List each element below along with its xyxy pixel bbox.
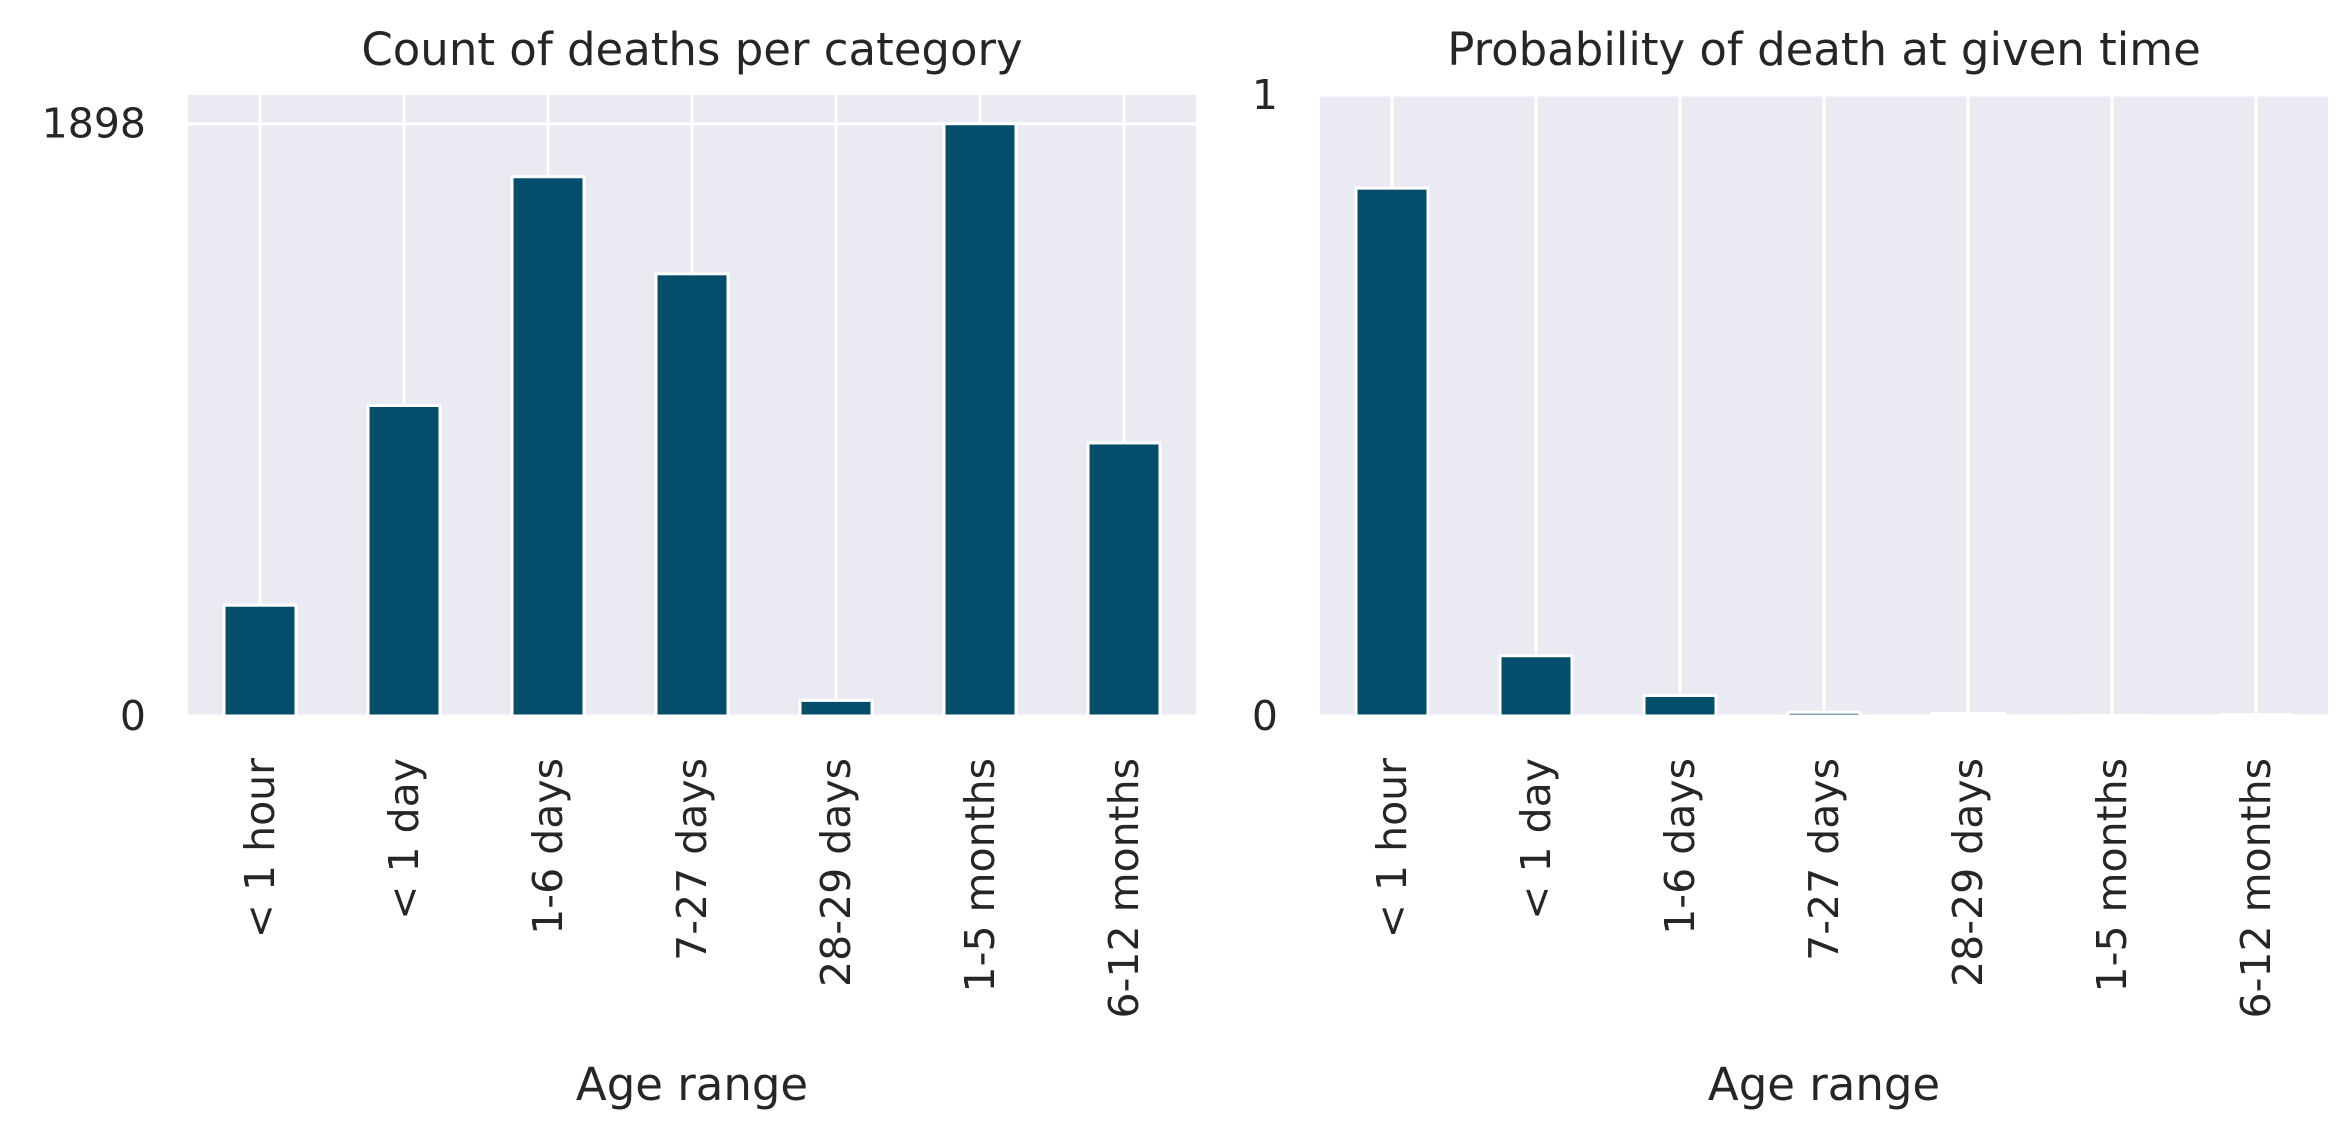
x-tick-label: < 1 hour [1368, 758, 1416, 939]
bar-6-12-months [1086, 441, 1162, 718]
x-tick-label: < 1 day [1512, 758, 1560, 920]
y-tick-label: 1898 [42, 100, 146, 148]
bar-1-hour [1354, 186, 1430, 718]
y-tick-label: 0 [120, 692, 146, 740]
bar-7-27-days [1786, 710, 1862, 718]
x-tick-label: 1-6 days [524, 758, 572, 935]
x-tick-label: < 1 day [380, 758, 428, 920]
chart-title: Count of deaths per category [361, 23, 1022, 76]
bar-1-6-days [1642, 694, 1718, 718]
x-tick-label: 7-27 days [1800, 758, 1848, 961]
x-tick-label: 6-12 months [2232, 758, 2280, 1019]
x-axis-label: Age range [1708, 1058, 1940, 1111]
bar-28-29-days [798, 698, 874, 718]
deaths-count-chart: 0 1898 < 1 hour < 1 day 1-6 days 7-27 days 28-… [42, 23, 1196, 1111]
x-tick-label: < 1 hour [236, 758, 284, 939]
x-tick-label: 1-5 months [2088, 758, 2136, 992]
y-tick-label: 1 [1252, 71, 1278, 119]
bar-6-12-months [2218, 713, 2294, 718]
bar-1-6-days [510, 175, 586, 718]
bar-1-day [1498, 654, 1574, 718]
x-tick-label: 7-27 days [668, 758, 716, 961]
death-probability-chart: 0 1 < 1 hour < 1 day 1-6 days 7-27 days 28-29 … [1252, 23, 2328, 1111]
x-tick-label: 6-12 months [1100, 758, 1148, 1019]
bar-1-hour [222, 603, 298, 718]
bar-1-5-months [942, 122, 1018, 718]
x-axis-label: Age range [576, 1058, 808, 1111]
x-tick-label: 1-5 months [956, 758, 1004, 992]
chart-title: Probability of death at given time [1447, 23, 2201, 76]
x-tick-label: 28-29 days [812, 758, 860, 987]
y-tick-label: 0 [1252, 692, 1278, 740]
x-tick-label: 1-6 days [1656, 758, 1704, 935]
x-tick-label: 28-29 days [1944, 758, 1992, 987]
bar-28-29-days [1930, 712, 2006, 718]
bar-1-day [366, 404, 442, 718]
bar-1-5-months [2074, 713, 2150, 718]
bar-7-27-days [654, 272, 730, 718]
